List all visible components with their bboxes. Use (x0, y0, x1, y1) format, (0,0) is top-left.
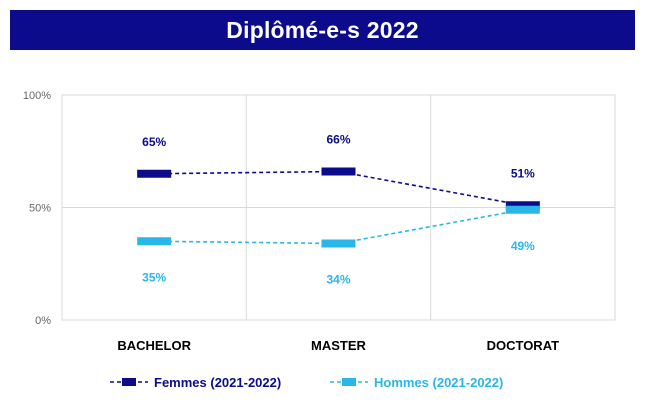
legend-label: Femmes (2021-2022) (154, 375, 281, 390)
series-line-1 (154, 208, 523, 245)
chart-title: Diplômé-e-s 2022 (226, 16, 419, 43)
data-label: 49% (511, 239, 535, 253)
y-tick-label: 100% (23, 90, 51, 102)
title-banner: Diplômé-e-s 2022 (10, 10, 635, 50)
x-category-label: MASTER (311, 338, 367, 353)
data-point-marker (321, 167, 356, 176)
data-point-marker (505, 201, 540, 210)
data-label: 66% (326, 133, 350, 147)
x-category-label: DOCTORAT (487, 338, 560, 353)
data-label: 34% (326, 273, 350, 287)
y-tick-label: 50% (29, 203, 51, 215)
x-axis-categories: BACHELOR MASTER DOCTORAT (117, 338, 559, 353)
data-point-marker (137, 237, 172, 246)
x-category-label: BACHELOR (117, 338, 191, 353)
data-point-marker (505, 205, 540, 214)
y-tick-label: 0% (35, 315, 51, 327)
y-axis-ticks: 0% 50% 100% (23, 90, 51, 327)
data-point-marker (137, 169, 172, 178)
data-label: 35% (142, 270, 166, 284)
series-line-0 (154, 170, 523, 207)
legend-marker-0 (122, 378, 136, 386)
data-point-marker (321, 239, 356, 248)
data-label: 65% (142, 135, 166, 149)
legend-marker-1 (342, 378, 356, 386)
data-label: 51% (511, 166, 535, 180)
series-markers (137, 167, 540, 248)
data-labels: 65% 66% 51% 35% 34% 49% (142, 133, 535, 287)
chart-legend: Femmes (2021-2022) Hommes (2021-2022) (110, 375, 503, 390)
legend-label: Hommes (2021-2022) (374, 375, 503, 390)
